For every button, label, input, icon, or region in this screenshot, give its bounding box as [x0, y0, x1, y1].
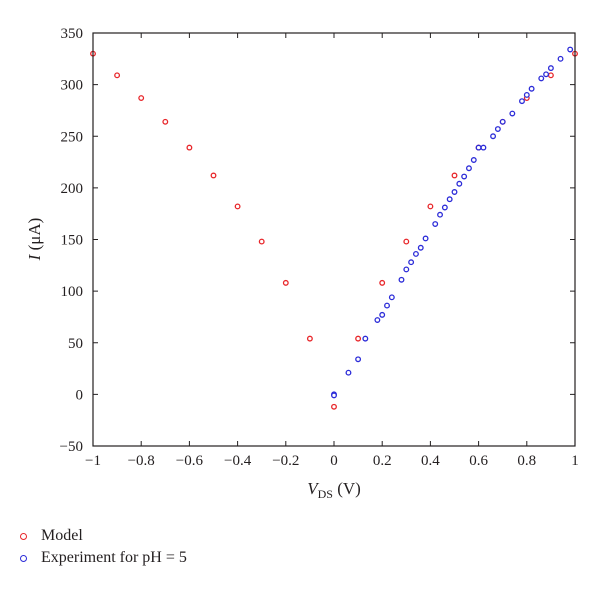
y-tick-label: 300 — [61, 78, 84, 94]
experiment-point — [528, 85, 535, 92]
experiment-point — [557, 55, 564, 62]
experiment-point — [567, 46, 574, 53]
plot-frame — [92, 32, 576, 447]
x-tick-label: 0.8 — [517, 453, 536, 469]
model-point — [427, 203, 434, 210]
y-axis-title-unit: (μA) — [25, 218, 44, 255]
x-axis-title: VDS (V) — [307, 479, 361, 501]
experiment-point — [403, 266, 410, 273]
experiment-point — [509, 110, 516, 117]
model-point — [258, 238, 265, 245]
experiment-point — [408, 259, 415, 266]
experiment-point — [523, 91, 530, 98]
x-tick-label: 1 — [571, 453, 579, 469]
tick-layer: −1 −0.8 −0.6 −0.4 −0.2 0 0.2 0.4 0.6 0.8 1 −50 0 50 10… — [60, 26, 579, 469]
legend-item-model: Model — [20, 525, 187, 547]
experiment-point — [379, 311, 386, 318]
model-point — [355, 335, 362, 342]
experiment-point — [461, 173, 468, 180]
experiment-point — [480, 144, 487, 151]
model-point — [451, 172, 458, 179]
y-tick-label: 150 — [61, 233, 84, 249]
experiment-point — [451, 189, 458, 195]
chart-legend: Model Experiment for pH = 5 — [20, 525, 187, 569]
y-tick-label: 350 — [61, 26, 84, 42]
experiment-point — [456, 180, 463, 187]
legend-marker-experiment — [20, 554, 27, 562]
x-tick-label: −0.2 — [272, 453, 299, 469]
experiment-point — [494, 126, 501, 132]
model-point — [186, 144, 193, 151]
y-tick-label: 0 — [76, 387, 84, 403]
x-axis-title-sub: DS — [318, 487, 333, 501]
x-tick-label: 0.6 — [469, 453, 488, 469]
experiment-point — [547, 65, 554, 72]
x-axis-title-main: V — [307, 479, 320, 498]
model-point — [162, 118, 169, 125]
experiment-point — [345, 369, 352, 376]
experiment-point — [398, 276, 405, 283]
model-point — [379, 279, 386, 286]
experiment-point — [422, 235, 429, 242]
experiment-point — [437, 211, 443, 218]
experiment-point — [417, 244, 424, 251]
experiment-point — [543, 71, 550, 78]
experiment-point — [355, 356, 362, 363]
model-point — [138, 95, 145, 101]
y-tick-label: 200 — [61, 181, 84, 197]
experiment-point — [470, 157, 477, 163]
experiment-point — [388, 294, 395, 301]
model-point — [547, 72, 554, 79]
x-tick-label: −1 — [85, 453, 101, 469]
experiment-point — [446, 196, 453, 203]
legend-label-experiment: Experiment for pH = 5 — [41, 549, 187, 566]
experiment-point — [331, 392, 337, 399]
x-tick-label: 0.2 — [373, 453, 392, 469]
x-tick-label: 0.4 — [421, 453, 440, 469]
experiment-point — [441, 204, 448, 211]
experiment-point — [519, 98, 525, 105]
model-point — [114, 72, 121, 79]
y-tick-label: 250 — [61, 129, 84, 145]
experiment-point — [538, 75, 545, 82]
x-tick-label: −0.4 — [224, 453, 252, 469]
y-tick-label: 50 — [68, 336, 83, 352]
experiment-point — [362, 335, 369, 342]
model-point — [210, 172, 217, 179]
experiment-point — [466, 165, 472, 172]
legend-marker-model — [20, 532, 27, 540]
y-axis-title: I (μA) — [25, 218, 44, 262]
x-tick-label: −0.6 — [176, 453, 204, 469]
x-tick-label: −0.8 — [128, 453, 155, 469]
experiment-point — [384, 302, 390, 309]
x-axis-title-unit: (V) — [333, 479, 361, 498]
experiment-point — [412, 251, 419, 257]
y-tick-label: 100 — [61, 284, 84, 300]
model-point — [306, 335, 313, 342]
y-tick-label: −50 — [60, 439, 83, 455]
experiment-point — [490, 133, 497, 140]
experiment-point — [432, 221, 439, 227]
model-point — [282, 279, 289, 286]
legend-label-model: Model — [41, 527, 83, 544]
marker-layer — [90, 46, 578, 410]
x-tick-label: 0 — [330, 453, 338, 469]
y-axis-title-main: I — [25, 253, 44, 261]
legend-item-experiment: Experiment for pH = 5 — [20, 547, 187, 569]
experiment-point — [499, 118, 506, 125]
experiment-point — [374, 317, 381, 323]
model-point — [331, 403, 337, 410]
model-point — [403, 238, 410, 245]
model-point — [234, 203, 241, 210]
experiment-point — [475, 144, 482, 151]
